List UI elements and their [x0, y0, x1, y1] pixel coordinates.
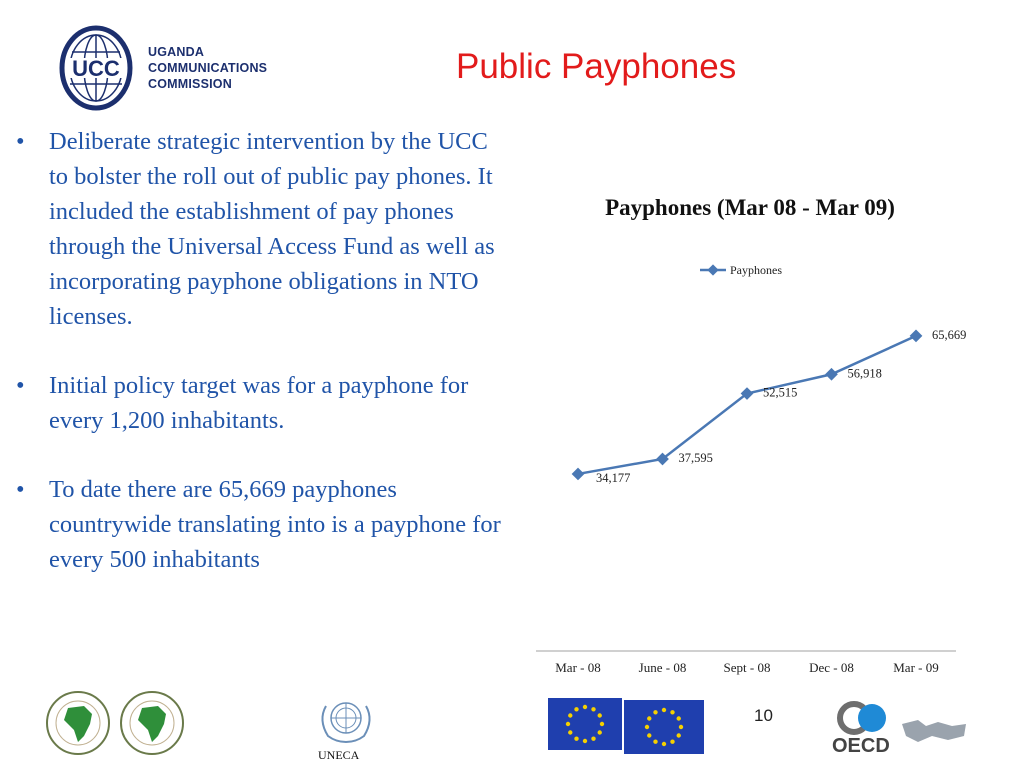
org-name: UGANDA COMMUNICATIONS COMMISSION — [148, 44, 267, 92]
payphones-chart: Payphones (Mar 08 - Mar 09) Payphones 34,… — [530, 180, 1000, 700]
un-emblem-icon — [321, 702, 371, 743]
globe-logo-icon: UCC — [59, 25, 133, 111]
data-point — [909, 329, 923, 343]
eu-star — [591, 707, 596, 712]
eu-star — [574, 736, 579, 741]
svg-text:OECD: OECD — [832, 735, 890, 754]
x-tick-label: Sept - 08 — [724, 660, 771, 675]
data-label: 56,918 — [848, 366, 882, 380]
bullet-list: Deliberate strategic intervention by the… — [12, 124, 502, 611]
data-label: 65,669 — [932, 328, 966, 342]
org-name-line-1: UGANDA — [148, 45, 205, 59]
eu-flag-icon — [548, 698, 704, 754]
eu-star — [676, 733, 681, 738]
ucc-logo: UCC UGANDA COMMUNICATIONS COMMISSION — [56, 24, 267, 114]
org-name-line-2: COMMUNICATIONS — [148, 61, 268, 75]
eu-star — [661, 707, 667, 713]
eu-star — [568, 713, 573, 718]
logo-text: UCC — [72, 56, 120, 81]
eu-star — [565, 721, 571, 727]
page-number: 10 — [754, 706, 773, 725]
org-name-line-3: COMMISSION — [148, 77, 232, 91]
oecd-logo-icon: OECD — [832, 700, 970, 754]
eu-star — [591, 736, 596, 741]
data-label: 34,177 — [596, 471, 630, 485]
eu-star — [647, 733, 652, 738]
uneca-label: UNECA — [318, 748, 360, 762]
eu-star — [670, 739, 675, 744]
slide-title: Public Payphones — [456, 47, 737, 86]
x-tick-label: June - 08 — [639, 660, 687, 675]
data-label: 37,595 — [679, 451, 713, 465]
data-label: 52,515 — [763, 386, 797, 400]
eu-star — [661, 741, 667, 747]
x-tick-label: Mar - 09 — [893, 660, 939, 675]
eu-star — [653, 710, 658, 715]
eu-star — [574, 707, 579, 712]
legend-marker — [707, 264, 719, 276]
eu-star — [597, 730, 602, 735]
eu-star — [678, 724, 684, 730]
africa-map-seal-icon — [46, 691, 184, 755]
eu-star — [582, 704, 588, 710]
chart-title: Payphones (Mar 08 - Mar 09) — [605, 195, 895, 220]
eu-star — [644, 724, 650, 730]
bullet-item: Deliberate strategic intervention by the… — [12, 124, 502, 334]
eu-star — [647, 716, 652, 721]
eu-star — [568, 730, 573, 735]
legend-label: Payphones — [730, 263, 782, 277]
chart-plot: Payphones 34,177 37,595 52,515 56,918 65,669 M… — [536, 263, 966, 675]
x-tick-label: Dec - 08 — [809, 660, 854, 675]
data-point — [571, 467, 585, 481]
eu-star — [676, 716, 681, 721]
eu-star — [597, 713, 602, 718]
bullet-item: To date there are 65,669 payphones count… — [12, 472, 502, 577]
bullet-item: Initial policy target was for a payphone… — [12, 368, 502, 438]
data-point — [825, 367, 838, 381]
eu-star — [599, 721, 605, 727]
series-line-payphones — [577, 334, 917, 476]
eu-star — [670, 710, 675, 715]
eu-star — [582, 738, 588, 744]
eu-star — [653, 739, 658, 744]
x-tick-label: Mar - 08 — [555, 660, 601, 675]
